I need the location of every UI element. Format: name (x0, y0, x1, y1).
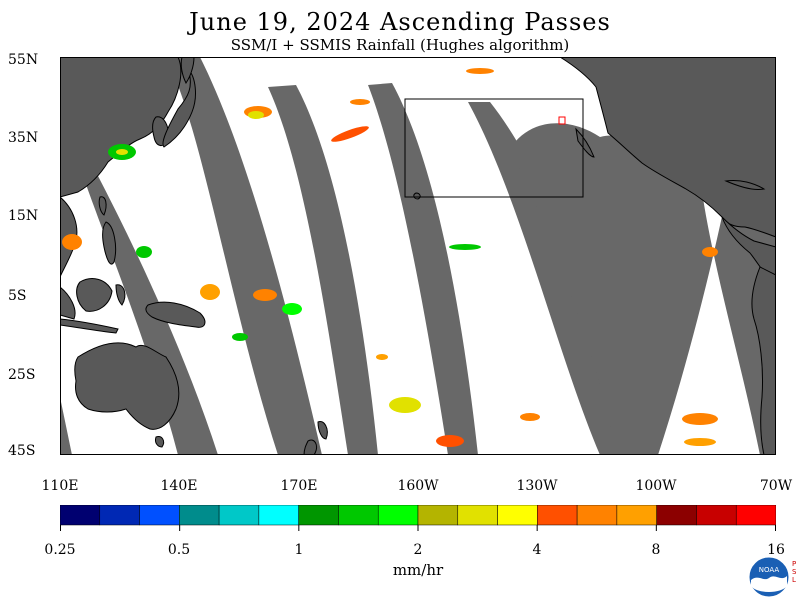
psl-letter-s: S (792, 568, 797, 576)
colorbar-swatch (218, 505, 260, 526)
colorbar-tick-label-6: 16 (767, 542, 785, 558)
psl-letter-l: L (792, 576, 796, 584)
rain-patch-westpac-2 (136, 246, 152, 258)
colorbar-tick-label-5: 8 (651, 542, 661, 558)
swath-gap-6 (510, 117, 776, 455)
land-cuba (724, 180, 766, 190)
colorbar-swatch (616, 505, 657, 526)
rain-patch-pacific-2 (350, 99, 370, 105)
colorbar-swatch (60, 505, 101, 526)
land-taiwan (98, 196, 107, 216)
page-subtitle: SSM/I + SSMIS Rainfall (Hughes algorithm… (230, 36, 570, 54)
land-borneo (76, 278, 113, 312)
land-new-guinea (145, 301, 206, 328)
rain-patch-westpac-1 (62, 234, 82, 250)
lon-label-140e: 140E (160, 478, 198, 494)
lon-label-110e: 110E (41, 478, 79, 494)
colorbar-swatch (696, 505, 737, 526)
land-sumatra (60, 286, 76, 320)
lat-label-35n: 35N (8, 130, 39, 146)
lat-label-45s: 45S (8, 443, 36, 459)
land-new-zealand-north (317, 420, 328, 440)
land-masses (60, 57, 776, 455)
land-hawaii (413, 192, 421, 200)
page-title: June 19, 2024 Ascending Passes (189, 8, 611, 36)
colorbar-swatch (457, 505, 498, 526)
land-south-america (751, 266, 776, 455)
rain-patch-itcz-1 (449, 244, 481, 250)
psl-badge: P S L (792, 560, 796, 584)
land-tasmania (155, 436, 165, 448)
noaa-logo[interactable]: NOAA (748, 556, 790, 598)
land-japan (162, 68, 196, 148)
land-north-america (559, 57, 776, 238)
rain-patch-westpac-5 (282, 303, 302, 315)
colorbar-swatch (537, 505, 578, 526)
colorbar-ticks (60, 525, 776, 531)
colorbar-units: mm/hr (392, 561, 444, 579)
rain-patch-westpac-4 (253, 289, 277, 301)
psl-letter-p: P (792, 560, 797, 568)
rain-patch-itcz-2 (702, 247, 718, 257)
colorbar (60, 505, 776, 531)
rain-patch-westpac-3 (200, 284, 220, 300)
location-marker (558, 116, 566, 125)
lon-label-160w: 160W (397, 478, 439, 494)
region-outline (404, 98, 584, 198)
land-asia (60, 57, 182, 198)
land-java (60, 318, 119, 334)
colorbar-swatch (139, 505, 180, 526)
lon-label-170e: 170E (280, 478, 318, 494)
lat-label-5s: 5S (8, 288, 27, 304)
swath-gap-3 (268, 85, 378, 455)
colorbar-swatch (377, 505, 419, 526)
swath-gap-5 (468, 102, 628, 455)
lat-label-55n: 55N (8, 52, 39, 68)
swath-gap-4 (368, 83, 478, 455)
rain-patch-south-6 (684, 438, 716, 446)
rainfall-map (60, 57, 776, 455)
colorbar-tick-label-3: 2 (413, 542, 423, 558)
colorbar-tick-label-1: 0.5 (167, 542, 191, 558)
colorbar-swatch (656, 505, 697, 526)
land-philippines (102, 221, 117, 265)
rain-patch-south-1 (389, 397, 421, 413)
colorbar-swatch (298, 505, 339, 526)
colorbar-swatch (417, 505, 459, 526)
rain-patch-itcz-3 (232, 333, 248, 341)
colorbar-tick-label-2: 1 (294, 542, 304, 558)
rain-patch-china-core (116, 149, 128, 155)
colorbar-swatch (99, 505, 140, 526)
land-sulawesi (115, 284, 126, 306)
colorbar-swatch (576, 505, 618, 526)
land-new-zealand-south (303, 439, 317, 455)
swath-gap-2 (165, 57, 322, 455)
land-sakhalin (180, 57, 195, 84)
rain-patch-pacific-1 (331, 126, 369, 142)
colorbar-swatch (179, 505, 220, 526)
swath-gap-7 (60, 397, 72, 455)
colorbar-swatch (735, 505, 776, 526)
rain-patch-south-3 (376, 354, 388, 360)
colorbar-swatch (338, 505, 379, 526)
map-frame (60, 57, 776, 455)
rain-patch-south-2 (436, 435, 464, 447)
noaa-logo-text: NOAA (759, 566, 780, 574)
lon-label-100w: 100W (635, 478, 677, 494)
land-australia (74, 342, 180, 430)
rain-patch-japan-core (248, 111, 264, 119)
rainfall-patches (62, 68, 718, 447)
lat-label-15n: 15N (8, 208, 39, 224)
rain-patch-pacific-3 (466, 68, 494, 74)
colorbar-swatch (497, 505, 538, 526)
colorbar-tick-label-0: 0.25 (44, 542, 76, 558)
colorbar-tick-label-4: 4 (532, 542, 542, 558)
lon-label-70w: 70W (759, 478, 793, 494)
colorbar-swatches (60, 505, 776, 526)
rain-patch-south-5 (682, 413, 718, 425)
lon-label-130w: 130W (516, 478, 558, 494)
colorbar-swatch (258, 505, 299, 526)
rain-patch-south-4 (520, 413, 540, 421)
lat-label-25s: 25S (8, 367, 36, 383)
